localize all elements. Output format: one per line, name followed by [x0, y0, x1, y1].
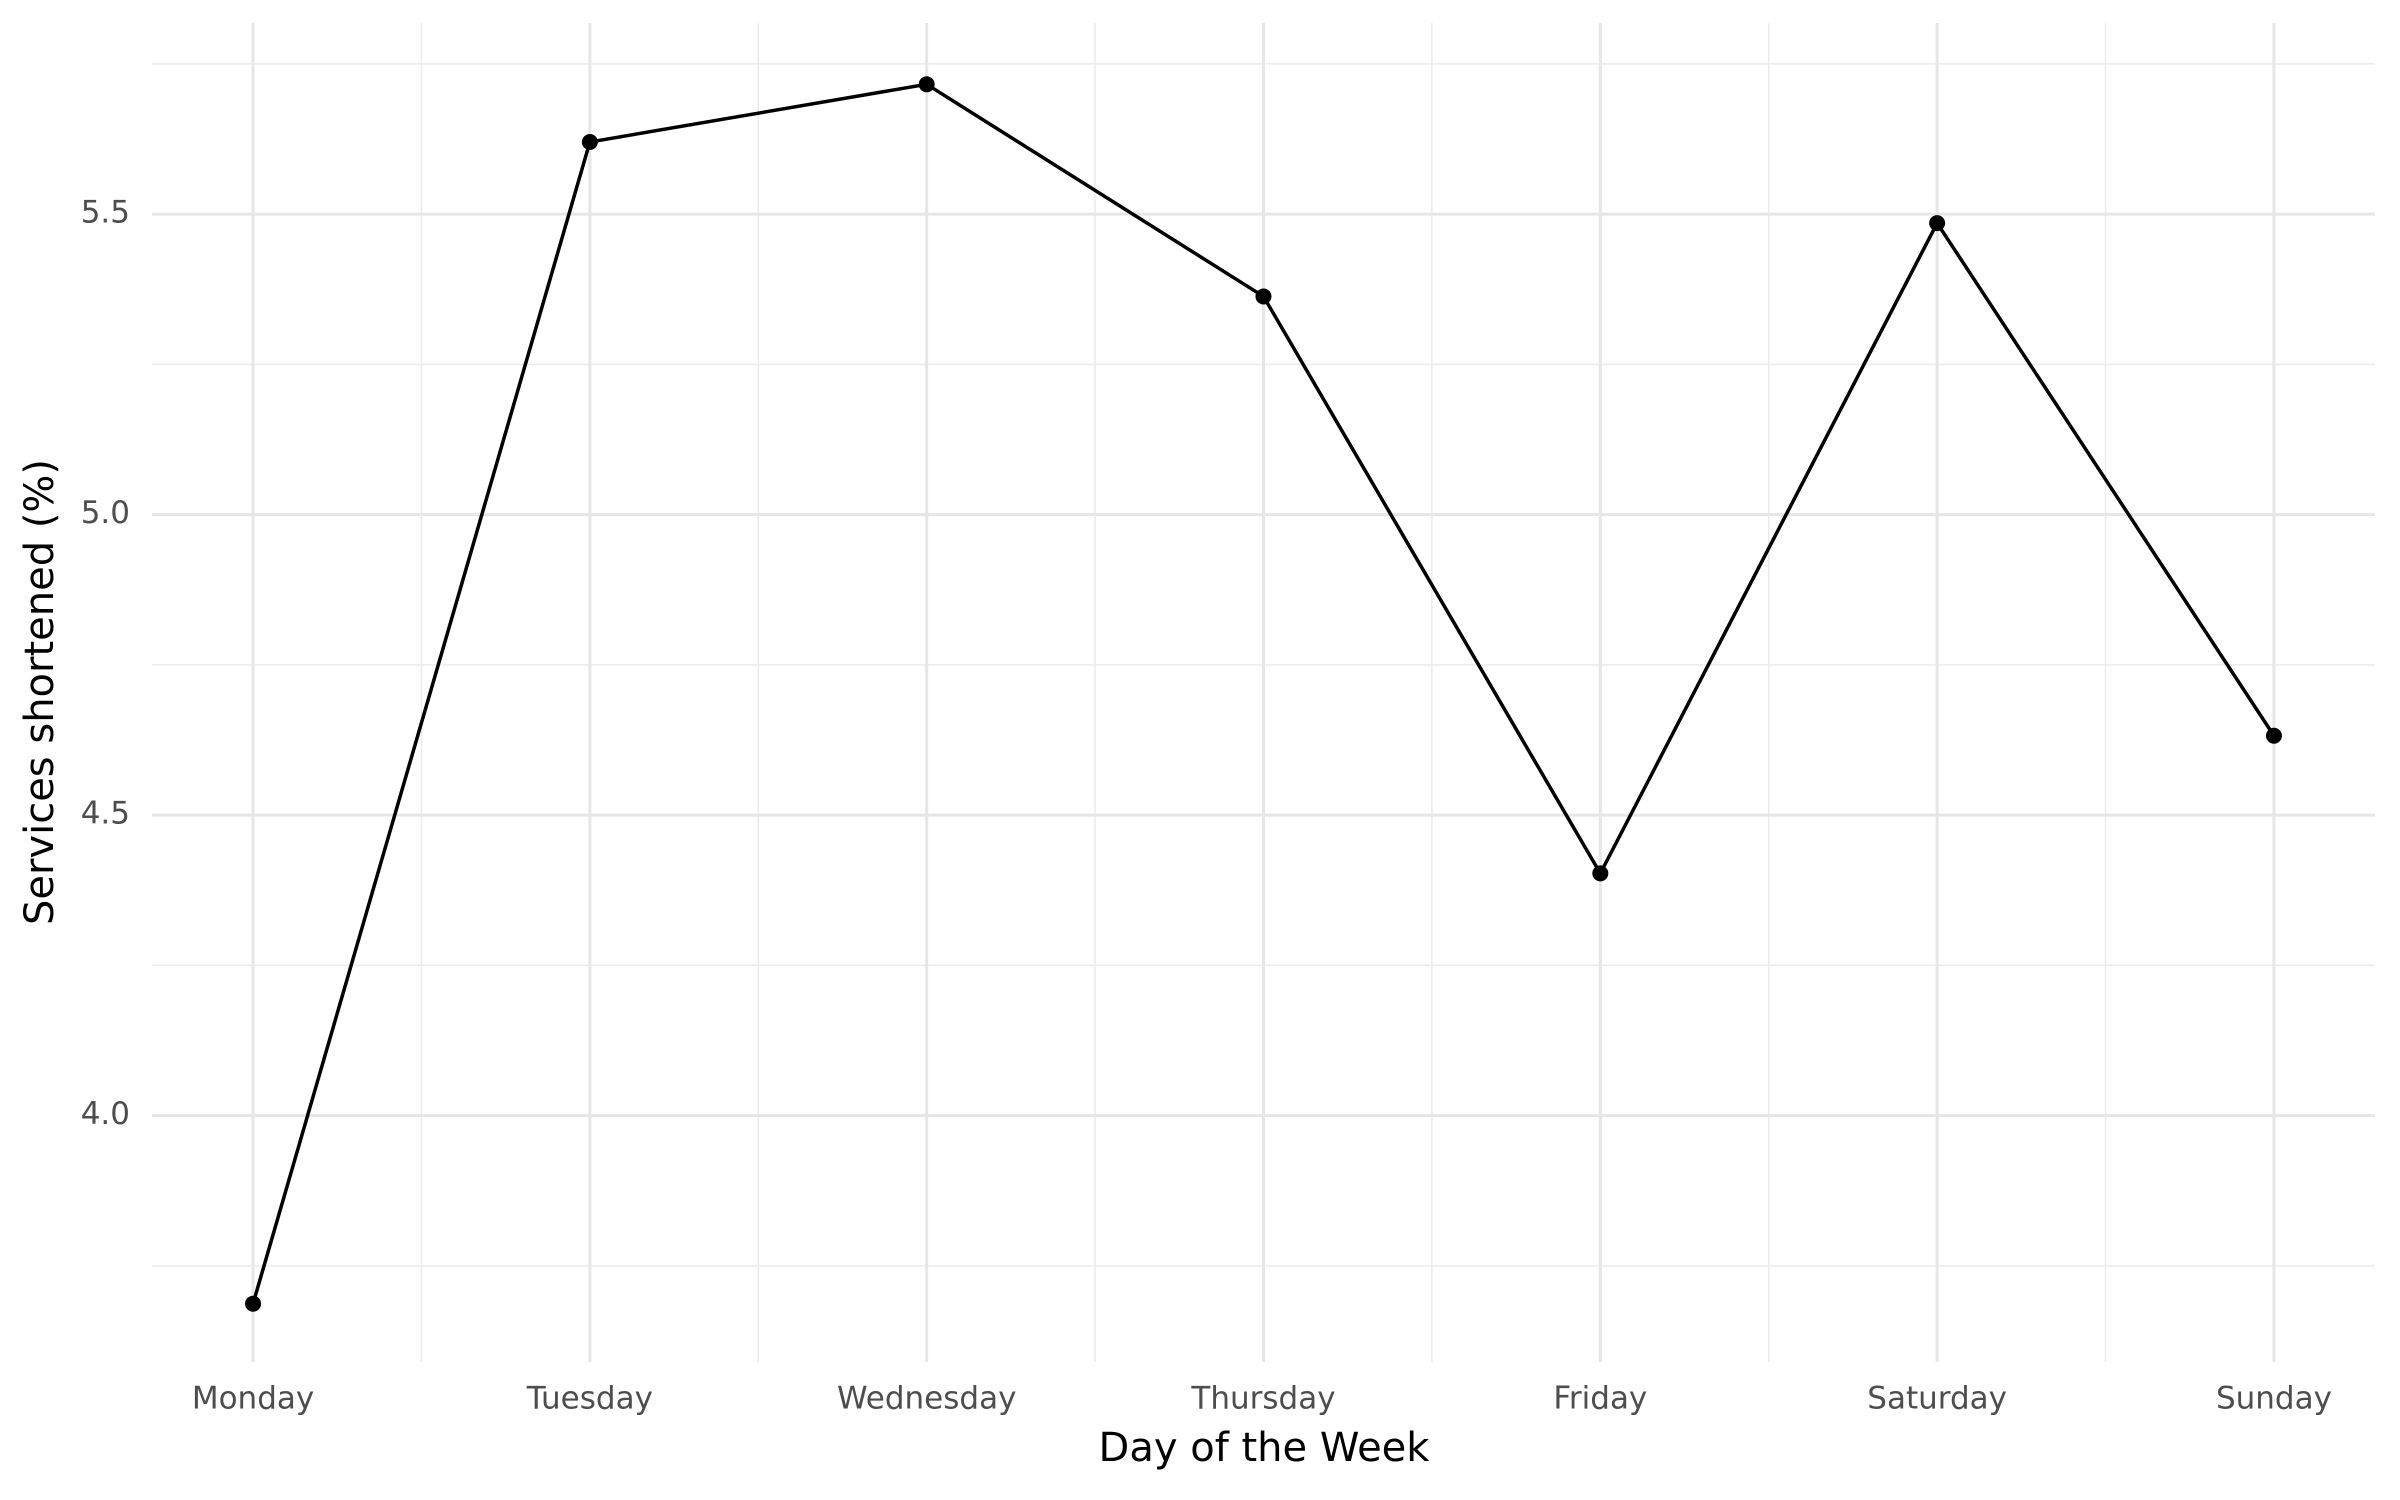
point — [1592, 865, 1609, 882]
x-tick-label: Monday — [192, 1381, 314, 1417]
y-tick-label: 5.5 — [81, 195, 130, 231]
x-axis-title: Day of the Week — [1099, 1425, 1431, 1471]
x-tick-label: Sunday — [2216, 1381, 2332, 1417]
point — [2265, 727, 2282, 744]
x-tick-label: Saturday — [1867, 1381, 2007, 1417]
x-tick-label: Tuesday — [526, 1381, 653, 1417]
x-tick-label: Friday — [1553, 1381, 1647, 1417]
point — [245, 1295, 262, 1312]
point — [918, 76, 935, 93]
y-axis-title: Services shortened (%) — [17, 459, 63, 925]
y-tick-label: 5.0 — [81, 495, 130, 531]
x-tick-label: Wednesday — [837, 1381, 1016, 1417]
x-tick-label: Thursday — [1190, 1381, 1335, 1417]
point — [581, 133, 598, 150]
point — [1929, 215, 1946, 232]
y-tick-label: 4.0 — [81, 1096, 130, 1132]
point — [1255, 288, 1272, 305]
y-tick-label: 4.5 — [81, 796, 130, 832]
